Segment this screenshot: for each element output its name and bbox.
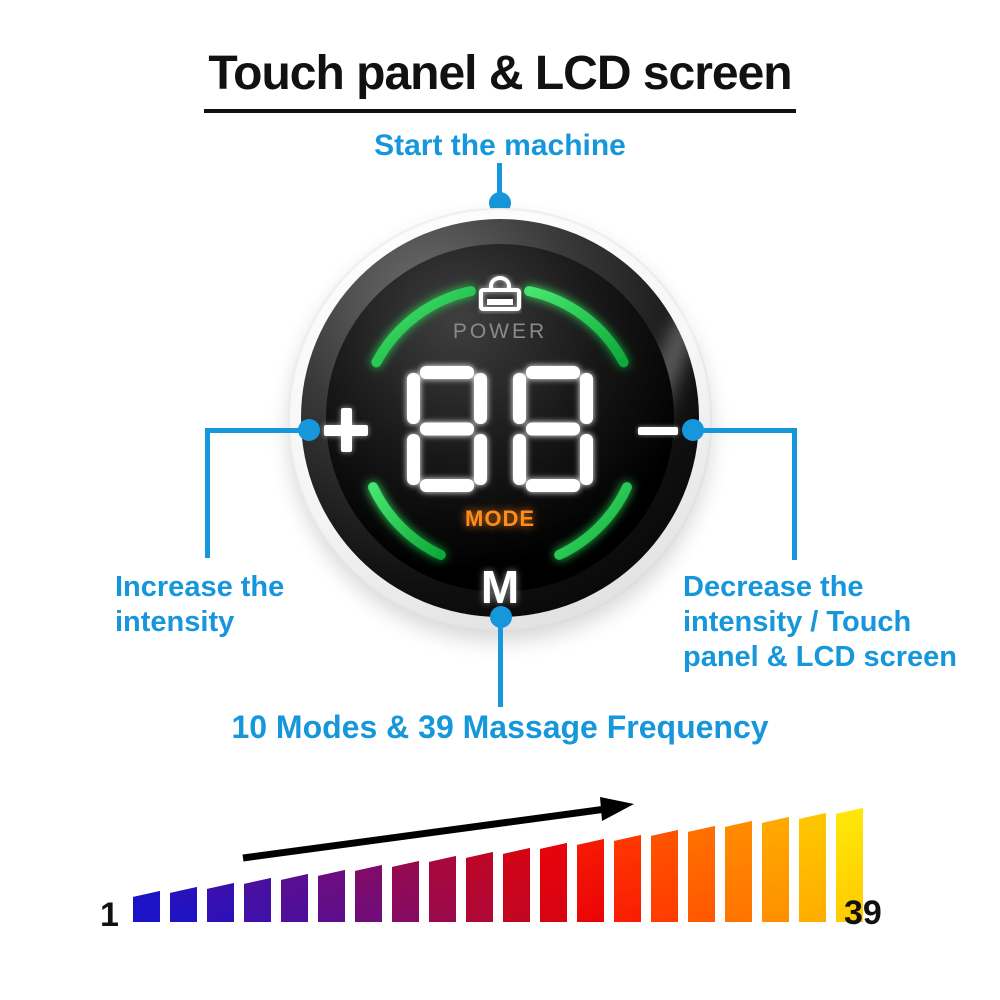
m-button: M bbox=[480, 561, 520, 613]
frequency-bar bbox=[577, 839, 604, 922]
page-title: Touch panel & LCD screen bbox=[0, 46, 1000, 113]
callout-line-left-h bbox=[205, 428, 305, 433]
massage-device: POWER MODE M bbox=[288, 208, 719, 632]
callout-dot-bottom bbox=[490, 606, 512, 628]
mode-label: MODE bbox=[465, 506, 535, 531]
frequency-bar bbox=[207, 883, 234, 922]
power-label: POWER bbox=[452, 320, 548, 343]
frequency-bar bbox=[170, 887, 197, 922]
frequency-bar bbox=[392, 861, 419, 922]
lock-icon bbox=[478, 274, 522, 314]
callout-line-right-v bbox=[792, 428, 797, 560]
callout-decrease-line2: intensity / Touch bbox=[683, 606, 912, 638]
frequency-bar bbox=[466, 852, 493, 922]
callout-increase-line1: Increase the bbox=[115, 571, 285, 603]
minus-icon bbox=[638, 427, 678, 435]
arc-lower-left bbox=[368, 482, 446, 560]
frequency-bar bbox=[133, 891, 160, 922]
frequency-min-label: 1 bbox=[100, 896, 119, 934]
arc-lower-right bbox=[554, 482, 632, 560]
callout-decrease: Decrease the intensity / Touch panel & L… bbox=[683, 570, 957, 675]
frequency-bar bbox=[244, 878, 271, 922]
frequency-bar bbox=[651, 830, 678, 922]
frequency-bar bbox=[762, 817, 789, 922]
callout-line-left-v bbox=[205, 428, 210, 558]
green-arc-indicators bbox=[368, 286, 632, 560]
arc-upper-right bbox=[524, 286, 629, 368]
frequency-bar bbox=[355, 865, 382, 922]
callout-increase: Increase the intensity bbox=[115, 570, 284, 640]
frequency-bar bbox=[799, 813, 826, 922]
seven-segment-display bbox=[397, 356, 603, 507]
callout-line-top bbox=[497, 163, 502, 199]
frequency-max-label: 39 bbox=[844, 894, 882, 932]
callout-line-right-h bbox=[695, 428, 797, 433]
callout-line-bottom bbox=[498, 620, 503, 707]
frequency-bar bbox=[836, 808, 863, 922]
arc-upper-left bbox=[371, 286, 476, 368]
callout-decrease-line3: panel & LCD screen bbox=[683, 641, 957, 673]
frequency-bar bbox=[318, 870, 345, 922]
frequency-bar bbox=[540, 843, 567, 922]
callout-dot-left bbox=[298, 419, 320, 441]
callout-modes-frequency: 10 Modes & 39 Massage Frequency bbox=[231, 709, 769, 745]
frequency-bar bbox=[688, 826, 715, 922]
plus-icon bbox=[324, 408, 368, 452]
frequency-bar bbox=[281, 874, 308, 922]
callout-dot-right bbox=[682, 419, 704, 441]
frequency-bar bbox=[725, 821, 752, 922]
page-title-text: Touch panel & LCD screen bbox=[204, 46, 796, 113]
frequency-bar bbox=[503, 848, 530, 922]
callout-increase-line2: intensity bbox=[115, 606, 235, 638]
callout-decrease-line1: Decrease the bbox=[683, 571, 864, 603]
frequency-bar bbox=[429, 856, 456, 922]
callout-start-machine: Start the machine bbox=[374, 129, 626, 162]
frequency-bar bbox=[614, 835, 641, 922]
